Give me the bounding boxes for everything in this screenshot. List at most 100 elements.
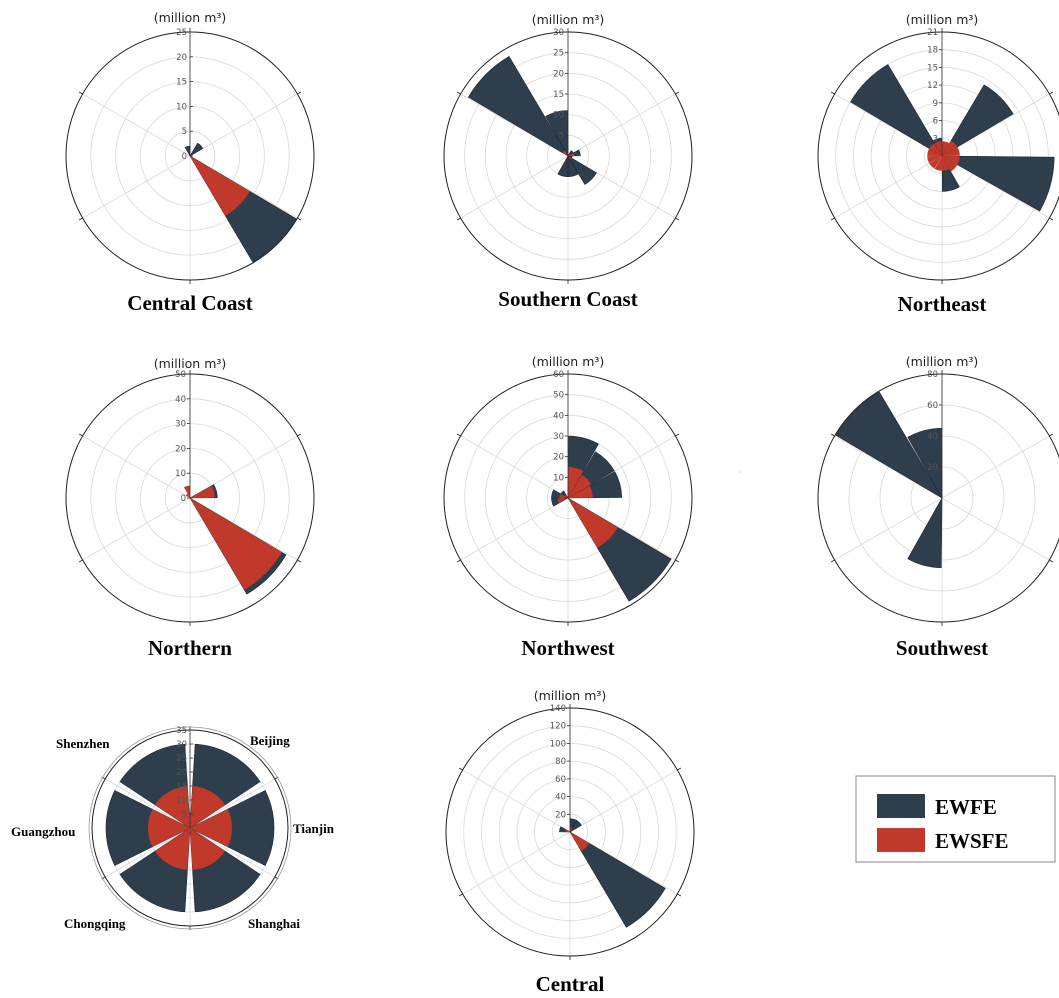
frame-tick <box>1049 217 1054 221</box>
unit-label: (million m³) <box>906 354 979 369</box>
frame-tick <box>1049 91 1054 95</box>
ewsfe-bar <box>183 485 190 498</box>
chart-title: Southern Coast <box>498 287 637 311</box>
frame-tick <box>297 217 302 221</box>
polar-chart-5: 20 40 60 80(million m³) Southwest <box>817 354 1059 660</box>
radial-tick-label: 50 <box>553 391 564 401</box>
frame-tick <box>297 91 302 95</box>
radial-tick-label: 30 <box>175 420 186 430</box>
ewsfe-bar <box>934 141 942 156</box>
grid-spoke <box>104 778 191 829</box>
chart-title: Southwest <box>896 636 988 660</box>
ewsfe-bar <box>190 828 226 870</box>
ewsfe-bar <box>154 828 190 870</box>
grid-spoke <box>462 831 571 895</box>
ewsfe-bar <box>565 829 570 832</box>
radial-tick-label: 6 <box>933 117 938 127</box>
radial-tick-label: 15 <box>176 78 187 88</box>
radial-tick-label: 20 <box>927 463 938 473</box>
legend-label: EWSFE <box>935 829 1009 853</box>
grid-spoke <box>189 778 276 829</box>
grid-spoke <box>941 435 1050 499</box>
frame-tick <box>677 767 682 771</box>
polar-chart-1: 5 10 15 20 25 30(million m³) Southern Coast <box>443 12 693 311</box>
grid-spoke <box>460 155 569 219</box>
ewfe-bar <box>569 831 666 928</box>
frame-tick <box>675 91 680 95</box>
ewfe-bar <box>941 84 1014 157</box>
grid-spoke <box>567 93 676 157</box>
ewfe-bar <box>907 427 943 499</box>
ewfe-bar <box>545 110 569 157</box>
ewsfe-bar <box>147 809 190 847</box>
grid-spoke <box>82 155 191 219</box>
bar-layer <box>559 818 666 928</box>
chart-title: Northwest <box>521 636 614 660</box>
bar-layer <box>183 484 287 595</box>
grid-spoke <box>941 497 1050 561</box>
ewsfe-bar <box>562 150 568 156</box>
ewsfe-bar <box>929 156 942 169</box>
grid-spoke <box>82 435 191 499</box>
category-label: Beijing <box>250 733 290 748</box>
frame-tick <box>78 217 83 221</box>
radial-tick-label: 12 <box>927 81 938 91</box>
frame-circle <box>817 31 1059 281</box>
frame-tick <box>456 559 461 563</box>
radial-tick-label: 15 <box>553 90 564 100</box>
radial-tick-label: 25 <box>553 49 564 59</box>
radial-tick-label: 3 <box>933 134 938 144</box>
frame-tick <box>830 559 835 563</box>
grid-spoke <box>460 497 569 561</box>
radial-tick-label: 15 <box>927 63 938 73</box>
frame-tick <box>830 433 835 437</box>
ewsfe-bar <box>942 156 958 172</box>
chart-title: Central <box>536 972 605 996</box>
ewsfe-bar <box>568 485 593 498</box>
ewsfe-bar <box>568 467 584 498</box>
radial-tick-label: 60 <box>927 401 938 411</box>
bar-layer <box>467 55 597 185</box>
category-label: Shenzhen <box>56 736 110 751</box>
radial-tick-label: 100 <box>550 739 566 749</box>
frame-tick <box>675 217 680 221</box>
radial-tick-label: 0 <box>181 494 186 504</box>
frame-tick <box>830 217 835 221</box>
ewsfe-bar <box>942 140 958 156</box>
ewsfe-bar <box>154 786 190 828</box>
artifact-dot <box>739 471 741 473</box>
ewsfe-bar <box>570 832 590 852</box>
radial-tick-label: 10 <box>176 102 187 112</box>
polar-chart-3: 0 10 20 30 40 50(million m³) Northern <box>65 356 315 660</box>
ewsfe-bar <box>564 494 568 498</box>
radial-tick-label: 0 <box>559 494 564 504</box>
unit-label: (million m³) <box>532 354 605 369</box>
legend-swatch <box>877 794 925 818</box>
radial-tick-label: 60 <box>553 370 564 380</box>
unit-label: (million m³) <box>154 10 227 25</box>
category-label: Shanghai <box>248 916 300 931</box>
radial-tick-label: 40 <box>927 432 938 442</box>
radial-tick-label: 20 <box>175 444 186 454</box>
ewsfe-bar <box>190 156 250 216</box>
radial-tick-label: 20 <box>553 453 564 463</box>
frame-circle-outer <box>88 726 292 930</box>
ewsfe-bar <box>927 156 942 164</box>
grid-ring <box>817 31 1059 281</box>
ewsfe-bar <box>942 141 950 156</box>
radial-tick-label: 140 <box>550 704 566 714</box>
polar-chart-6: 5 10 15 20 25 30 35 Beijing Tianjin Shanghai Chong… <box>11 726 335 931</box>
radial-tick-label: 120 <box>550 722 566 732</box>
radial-tick-label: 50 <box>175 370 186 380</box>
ewsfe-bar <box>559 493 568 498</box>
unit-label: (million m³) <box>534 688 607 703</box>
polar-chart-4: 0 10 20 30 40 50 60(million m³) Northwest <box>443 354 693 660</box>
frame-tick <box>675 433 680 437</box>
ewfe-bar <box>189 142 204 157</box>
ewfe-bar <box>850 64 943 157</box>
frame-tick <box>297 433 302 437</box>
frame-tick <box>78 91 83 95</box>
ewsfe-bar <box>929 143 942 156</box>
ewsfe-bar <box>570 827 573 832</box>
